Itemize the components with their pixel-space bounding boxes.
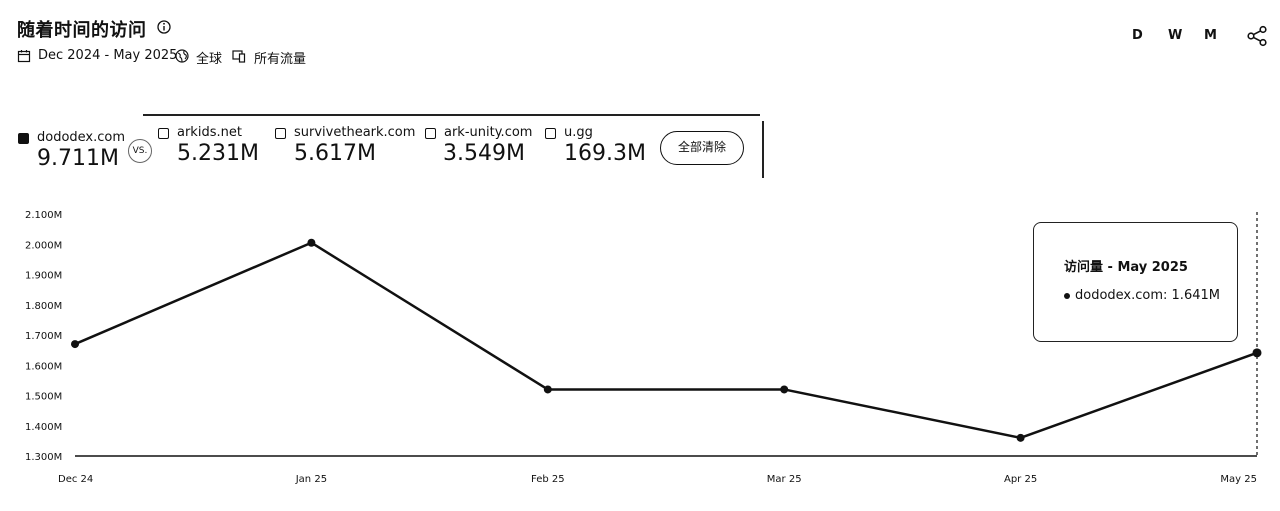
date-range[interactable]: Dec 2024 - May 2025 — [38, 48, 178, 63]
x-tick-label: Mar 25 — [767, 474, 802, 485]
y-tick-label: 1.900M — [25, 271, 62, 282]
chart-tooltip — [1033, 222, 1238, 342]
tooltip-series-value: dododex.com: 1.641M — [1075, 288, 1220, 303]
page-title: 随着时间的访问 — [17, 20, 147, 41]
clear-all-button[interactable]: 全部清除 — [660, 131, 744, 165]
region-label[interactable]: 全球 — [196, 52, 223, 67]
y-tick-label: 1.800M — [25, 301, 62, 312]
series-line-dododex — [74, 241, 1258, 440]
data-point[interactable] — [307, 238, 316, 247]
competitor-value-arkids: 5.231M — [177, 141, 259, 166]
period-week-button[interactable]: W — [1168, 28, 1183, 43]
y-tick-label: 1.300M — [25, 452, 62, 463]
main-site-value: 9.711M — [37, 146, 119, 171]
data-point[interactable] — [71, 340, 79, 349]
y-tick-label: 1.600M — [25, 361, 62, 372]
main-site-name: dododex.com — [37, 130, 126, 145]
competitor-name-survivetheark: survivetheark.com — [294, 125, 416, 140]
competitor-value-ugg: 169.3M — [564, 141, 646, 166]
compare-divider-right — [762, 121, 764, 178]
main-site-checkbox[interactable] — [18, 133, 29, 144]
vs-badge: VS. — [128, 139, 152, 163]
data-point[interactable] — [780, 385, 789, 394]
period-month-button[interactable]: M — [1204, 28, 1217, 43]
traffic-type-label[interactable]: 所有流量 — [254, 52, 307, 67]
competitor-name-ugg: u.gg — [564, 125, 593, 140]
competitor-checkbox-arkids[interactable] — [158, 128, 169, 139]
compare-divider-top — [143, 114, 760, 116]
y-tick-label: 1.700M — [25, 331, 62, 342]
tooltip-title: 访问量 - May 2025 — [1064, 260, 1188, 275]
period-day-button[interactable]: D — [1132, 28, 1143, 43]
x-tick-label: Feb 25 — [531, 474, 565, 485]
competitor-checkbox-ark-unity[interactable] — [425, 128, 436, 139]
share-icon[interactable] — [1246, 25, 1268, 47]
competitor-checkbox-survivetheark[interactable] — [275, 128, 286, 139]
competitor-value-survivetheark: 5.617M — [294, 141, 376, 166]
x-tick-label: Dec 24 — [58, 474, 93, 485]
calendar-icon — [17, 50, 31, 63]
competitor-checkbox-ugg[interactable] — [545, 128, 556, 139]
y-tick-label: 1.500M — [25, 392, 62, 403]
y-tick-label: 1.400M — [25, 422, 62, 433]
competitor-name-ark-unity: ark-unity.com — [444, 125, 533, 140]
x-tick-label: Jan 25 — [295, 474, 327, 485]
tooltip-series-dot — [1064, 293, 1070, 299]
devices-icon — [232, 50, 246, 63]
competitor-name-arkids: arkids.net — [177, 125, 242, 140]
data-point[interactable] — [1016, 433, 1025, 442]
x-tick-label: Apr 25 — [1004, 474, 1037, 485]
y-tick-label: 2.100M — [25, 210, 62, 221]
x-tick-label: May 25 — [1220, 474, 1257, 485]
info-icon[interactable] — [157, 20, 171, 34]
data-point[interactable] — [543, 385, 552, 394]
competitor-value-ark-unity: 3.549M — [443, 141, 525, 166]
data-point[interactable] — [1252, 348, 1262, 358]
globe-icon — [175, 49, 189, 63]
y-tick-label: 2.000M — [25, 240, 62, 251]
